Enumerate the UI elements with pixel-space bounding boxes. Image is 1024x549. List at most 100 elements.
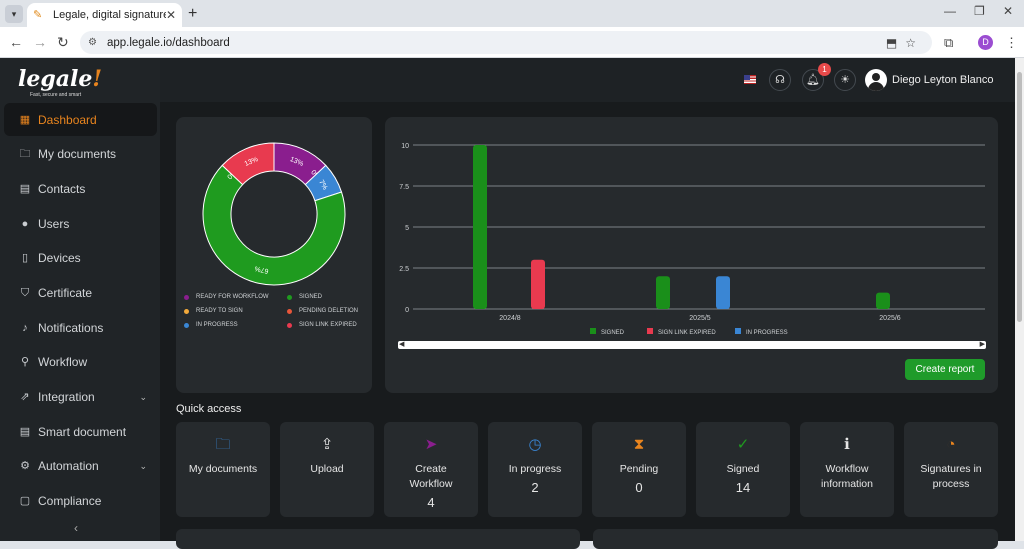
- theme-toggle-icon[interactable]: ☀: [834, 69, 856, 91]
- quick-access-workflow-information[interactable]: ℹ Workflow information: [800, 422, 894, 517]
- send-icon: ➤: [424, 436, 438, 453]
- quick-access-upload[interactable]: ⇪ Upload: [280, 422, 374, 517]
- tab-search-button[interactable]: ▾: [5, 5, 23, 23]
- logo-tagline: Fast, secure and smart: [30, 92, 82, 98]
- chevron-down-icon: ⌄: [139, 391, 147, 402]
- forward-icon[interactable]: →: [33, 34, 47, 50]
- sidebar-nav: ▦ Dashboard 🗀︎ My documents ▤ Contacts ● Users ▯…: [4, 103, 157, 519]
- menu-icon[interactable]: ⋮: [1005, 35, 1018, 50]
- donut-legend-item[interactable]: PENDING DELETION: [287, 308, 358, 314]
- sidebar-item-label: Devices: [38, 251, 81, 266]
- minimize-button[interactable]: —: [944, 4, 956, 18]
- donut-legend-item[interactable]: READY FOR WORKFLOW: [184, 294, 269, 300]
- quick-access-count: 2: [531, 480, 539, 495]
- quick-access-in-progress[interactable]: ◷ In progress 2: [488, 422, 582, 517]
- donut-slice: [221, 142, 275, 186]
- omnibox-actions[interactable]: ⬒☆: [885, 35, 924, 50]
- sidebar-item-dashboard[interactable]: ▦ Dashboard: [4, 103, 157, 136]
- sidebar-item-label: Integration: [38, 390, 95, 404]
- document-icon: ▤: [19, 425, 31, 438]
- restore-button[interactable]: ❐: [974, 4, 985, 18]
- quick-access-label: Pending: [619, 463, 659, 475]
- legend-label[interactable]: SIGN LINK EXPIRED: [658, 330, 716, 336]
- window-close-button[interactable]: ✕: [1003, 4, 1014, 18]
- quick-access-signatures-in-process[interactable]: ◔ Signatures in process: [904, 422, 998, 517]
- quick-access-title: Quick access: [176, 403, 242, 415]
- gear-icon: ⚙: [20, 460, 30, 473]
- sidebar-item-smart-document[interactable]: ▤ Smart document: [4, 415, 157, 448]
- language-flag-icon[interactable]: [744, 75, 756, 84]
- create-report-button[interactable]: Create report: [905, 359, 985, 380]
- quick-access-label: Create Workflow: [409, 463, 453, 490]
- sidebar-item-my-documents[interactable]: 🗀︎ My documents: [4, 138, 157, 171]
- status-donut-card: 13%0%7%67%0%13% READY FOR WORKFLOWSIGNED…: [176, 117, 372, 393]
- sidebar-item-contacts[interactable]: ▤ Contacts: [4, 172, 157, 205]
- quick-access-create-workflow[interactable]: ➤ Create Workflow 4: [384, 422, 478, 517]
- chevron-down-icon: ⌄: [139, 460, 147, 471]
- quick-access-my-documents[interactable]: 🗀︎ My documents: [176, 422, 270, 517]
- sidebar-item-label: Compliance: [38, 494, 102, 509]
- x-tick-label: 2025/5: [689, 315, 711, 322]
- reload-icon[interactable]: ↻: [57, 34, 69, 50]
- timer-icon: ◔: [946, 436, 956, 453]
- sidebar-item-label: Users: [38, 216, 70, 231]
- y-tick-label: 10: [401, 143, 409, 150]
- check-icon: ✓: [736, 436, 750, 453]
- extensions-icon[interactable]: ⧉: [944, 35, 954, 50]
- info-icon: ℹ: [844, 436, 850, 453]
- status-bar-chart: 0 2.5 5 7.5 10 2024/8 2025/5 2025/6 SIGNED SIGN L…: [399, 143, 985, 336]
- user-name[interactable]: Diego Leyton Blanco: [892, 74, 994, 86]
- donut-slice: [202, 164, 346, 286]
- legend-swatch: [647, 328, 653, 334]
- folder-icon: 🗀︎: [19, 148, 31, 161]
- sidebar-item-users[interactable]: ● Users: [4, 207, 157, 240]
- donut-legend-item[interactable]: SIGN LINK EXPIRED: [287, 322, 357, 328]
- quick-access-pending[interactable]: ⧗ Pending 0: [592, 422, 686, 517]
- sidebar-item-devices[interactable]: ▯ Devices: [4, 242, 157, 275]
- site-info-icon[interactable]: ⚙: [88, 37, 97, 48]
- dashboard-icon: ▦: [19, 113, 31, 126]
- donut-legend-item[interactable]: SIGNED: [287, 294, 322, 300]
- y-tick-label: 7.5: [399, 184, 409, 191]
- chart-scrollbar[interactable]: ◀ ▶: [398, 341, 986, 349]
- sidebar-item-workflow[interactable]: ⚲ Workflow: [4, 346, 157, 379]
- user-avatar[interactable]: [865, 69, 887, 91]
- sidebar-item-automation[interactable]: ⚙ Automation ⌄: [4, 450, 157, 483]
- back-icon[interactable]: ←: [9, 34, 23, 50]
- sidebar-item-integration[interactable]: ⇗ Integration ⌄: [4, 381, 157, 414]
- sidebar-item-compliance[interactable]: ▢ Compliance: [4, 485, 157, 518]
- new-tab-button[interactable]: +: [188, 5, 198, 22]
- y-tick-label: 2.5: [399, 266, 409, 273]
- legend-label[interactable]: IN PROGRESS: [746, 330, 788, 336]
- bar: [531, 259, 545, 309]
- donut-legend-item[interactable]: IN PROGRESS: [184, 322, 238, 328]
- notifications-bell-icon[interactable]: 🔔︎: [802, 69, 824, 91]
- bottom-card-right: [593, 529, 998, 549]
- sidebar-item-notifications[interactable]: ♪ Notifications: [4, 311, 157, 344]
- page-scrollbar[interactable]: [1015, 58, 1024, 541]
- shield-icon: ⛉: [20, 286, 30, 299]
- legend-label[interactable]: SIGNED: [601, 330, 625, 336]
- profile-avatar[interactable]: D: [978, 35, 993, 50]
- logo: legale! Fast, secure and smart: [18, 66, 103, 98]
- support-icon[interactable]: ☊: [769, 69, 791, 91]
- sidebar-item-certificate[interactable]: ⛉ Certificate: [4, 276, 157, 309]
- app: legale! Fast, secure and smart ▦ Dashboar…: [0, 58, 1024, 549]
- sidebar-item-label: Automation: [38, 459, 99, 474]
- omnibox[interactable]: ⚙ app.legale.io/dashboard ⬒☆: [80, 31, 932, 54]
- bar-chart-card: 0 2.5 5 7.5 10 2024/8 2025/5 2025/6 SIGNED SIGN L…: [385, 117, 998, 393]
- browser-tab[interactable]: ✎ Legale, digital signature ✕: [27, 3, 182, 27]
- bar: [716, 276, 730, 309]
- donut-slice-label: 7%: [317, 179, 328, 191]
- collapse-sidebar-icon[interactable]: ‹: [74, 521, 78, 535]
- sidebar-item-label: Smart document: [38, 424, 127, 439]
- tab-close-icon[interactable]: ✕: [165, 8, 176, 22]
- legend-swatch: [735, 328, 741, 334]
- url-text[interactable]: app.legale.io/dashboard: [106, 36, 230, 49]
- sidebar-item-label: Dashboard: [38, 112, 97, 127]
- quick-access-signed[interactable]: ✓ Signed 14: [696, 422, 790, 517]
- y-tick-label: 0: [405, 307, 409, 314]
- x-tick-label: 2024/8: [499, 315, 521, 322]
- donut-legend-item[interactable]: READY TO SIGN: [184, 308, 243, 314]
- contacts-icon: ▤: [19, 182, 31, 195]
